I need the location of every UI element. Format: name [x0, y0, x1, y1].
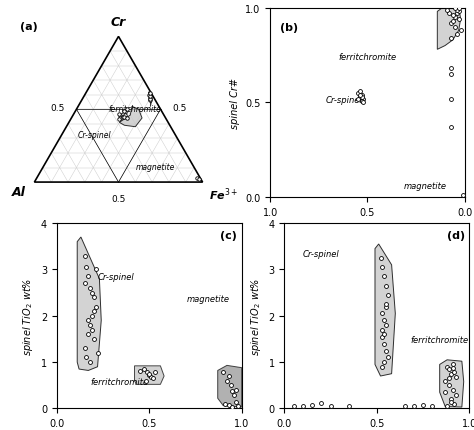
- Text: Cr-spinel: Cr-spinel: [326, 96, 363, 105]
- Text: magnetite: magnetite: [186, 294, 229, 303]
- Y-axis label: spinel TiO$_2$ wt%: spinel TiO$_2$ wt%: [249, 277, 263, 355]
- Polygon shape: [149, 92, 151, 107]
- Text: Cr-spinel: Cr-spinel: [303, 250, 340, 259]
- Text: (d): (d): [447, 230, 465, 240]
- Text: 0.5: 0.5: [173, 104, 187, 113]
- Polygon shape: [375, 244, 395, 376]
- Text: (c): (c): [219, 230, 237, 240]
- Text: 0.5: 0.5: [50, 104, 64, 113]
- Y-axis label: spinel Cr#: spinel Cr#: [229, 78, 239, 129]
- Text: magnetite: magnetite: [136, 162, 175, 171]
- Text: magnetite: magnetite: [404, 181, 447, 190]
- Polygon shape: [77, 237, 101, 371]
- Polygon shape: [218, 366, 242, 407]
- Text: (a): (a): [20, 22, 38, 32]
- Text: ferritchromite: ferritchromite: [338, 53, 396, 61]
- Text: Al: Al: [12, 186, 26, 199]
- Text: Fe$^{3+}$: Fe$^{3+}$: [210, 186, 238, 203]
- Text: (b): (b): [280, 23, 298, 33]
- Polygon shape: [438, 7, 461, 50]
- Y-axis label: spinel TiO$_2$ wt%: spinel TiO$_2$ wt%: [21, 277, 36, 355]
- Polygon shape: [119, 107, 142, 127]
- Text: ferritchromite: ferritchromite: [109, 105, 162, 114]
- Text: Cr: Cr: [111, 16, 126, 29]
- Polygon shape: [135, 366, 164, 384]
- Polygon shape: [440, 360, 464, 407]
- Text: Cr-spinel: Cr-spinel: [98, 272, 134, 281]
- Text: ferritchromite: ferritchromite: [410, 335, 468, 344]
- Text: ferritchromite: ferritchromite: [90, 378, 148, 387]
- X-axis label: spinel Mg#: spinel Mg#: [340, 223, 395, 233]
- Text: Cr-spinel: Cr-spinel: [78, 130, 112, 139]
- Text: 0.5: 0.5: [111, 194, 126, 203]
